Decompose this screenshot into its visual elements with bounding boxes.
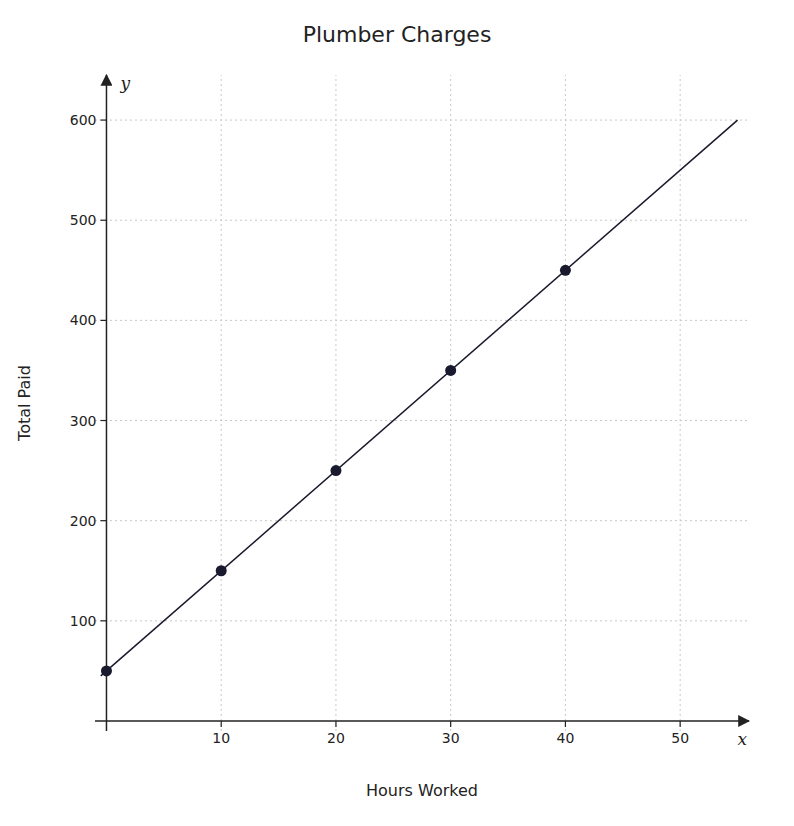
- x-tick-label: 30: [442, 730, 460, 746]
- grid-line: [95, 120, 749, 121]
- point: [445, 365, 456, 376]
- y-axis-letter: y: [119, 73, 130, 93]
- grid-line: [95, 220, 749, 221]
- x-tick: [680, 721, 681, 727]
- y-tick: [100, 620, 106, 621]
- x-tick: [335, 721, 336, 727]
- x-tick: [565, 721, 566, 727]
- x-tick: [221, 721, 222, 727]
- grid-line: [565, 75, 566, 731]
- grid-line: [95, 620, 749, 621]
- point: [330, 465, 341, 476]
- y-tick: [100, 220, 106, 221]
- grid-line: [95, 320, 749, 321]
- y-tick-label: 200: [70, 513, 97, 529]
- plot-area: [101, 120, 738, 676]
- x-axis-letter: x: [737, 729, 747, 749]
- y-tick: [100, 520, 106, 521]
- x-axis-line: [95, 720, 749, 722]
- y-tick-label: 100: [70, 613, 97, 629]
- point: [560, 265, 571, 276]
- x-tick-label: 40: [557, 730, 575, 746]
- grid-line: [450, 75, 451, 731]
- y-axis-line: [106, 75, 108, 731]
- grid-line: [95, 520, 749, 521]
- grid-line: [680, 75, 681, 731]
- point: [216, 565, 227, 576]
- line: [101, 120, 738, 676]
- x-axis-label: Hours Worked: [366, 781, 478, 800]
- x-tick-label: 20: [327, 730, 345, 746]
- x-tick-label: 50: [671, 730, 689, 746]
- y-tick: [100, 119, 106, 120]
- y-axis-label: Total Paid: [15, 365, 34, 442]
- title: Plumber Charges: [303, 22, 492, 47]
- y-tick-label: 600: [70, 112, 97, 128]
- chart: 10 20 30 40 50 100 200 300 400 500 600 Plumber Char…: [0, 0, 794, 826]
- x-tick-label: 10: [212, 730, 230, 746]
- grid: [95, 75, 749, 731]
- grid-line: [95, 420, 749, 421]
- x-tick: [450, 721, 451, 727]
- y-tick-label: 500: [70, 212, 97, 228]
- grid-line: [335, 75, 336, 731]
- point: [101, 665, 112, 676]
- y-tick: [100, 320, 106, 321]
- y-tick-label: 400: [70, 312, 97, 328]
- y-tick-label: 300: [70, 413, 97, 429]
- grid-line: [221, 75, 222, 731]
- y-tick: [100, 420, 106, 421]
